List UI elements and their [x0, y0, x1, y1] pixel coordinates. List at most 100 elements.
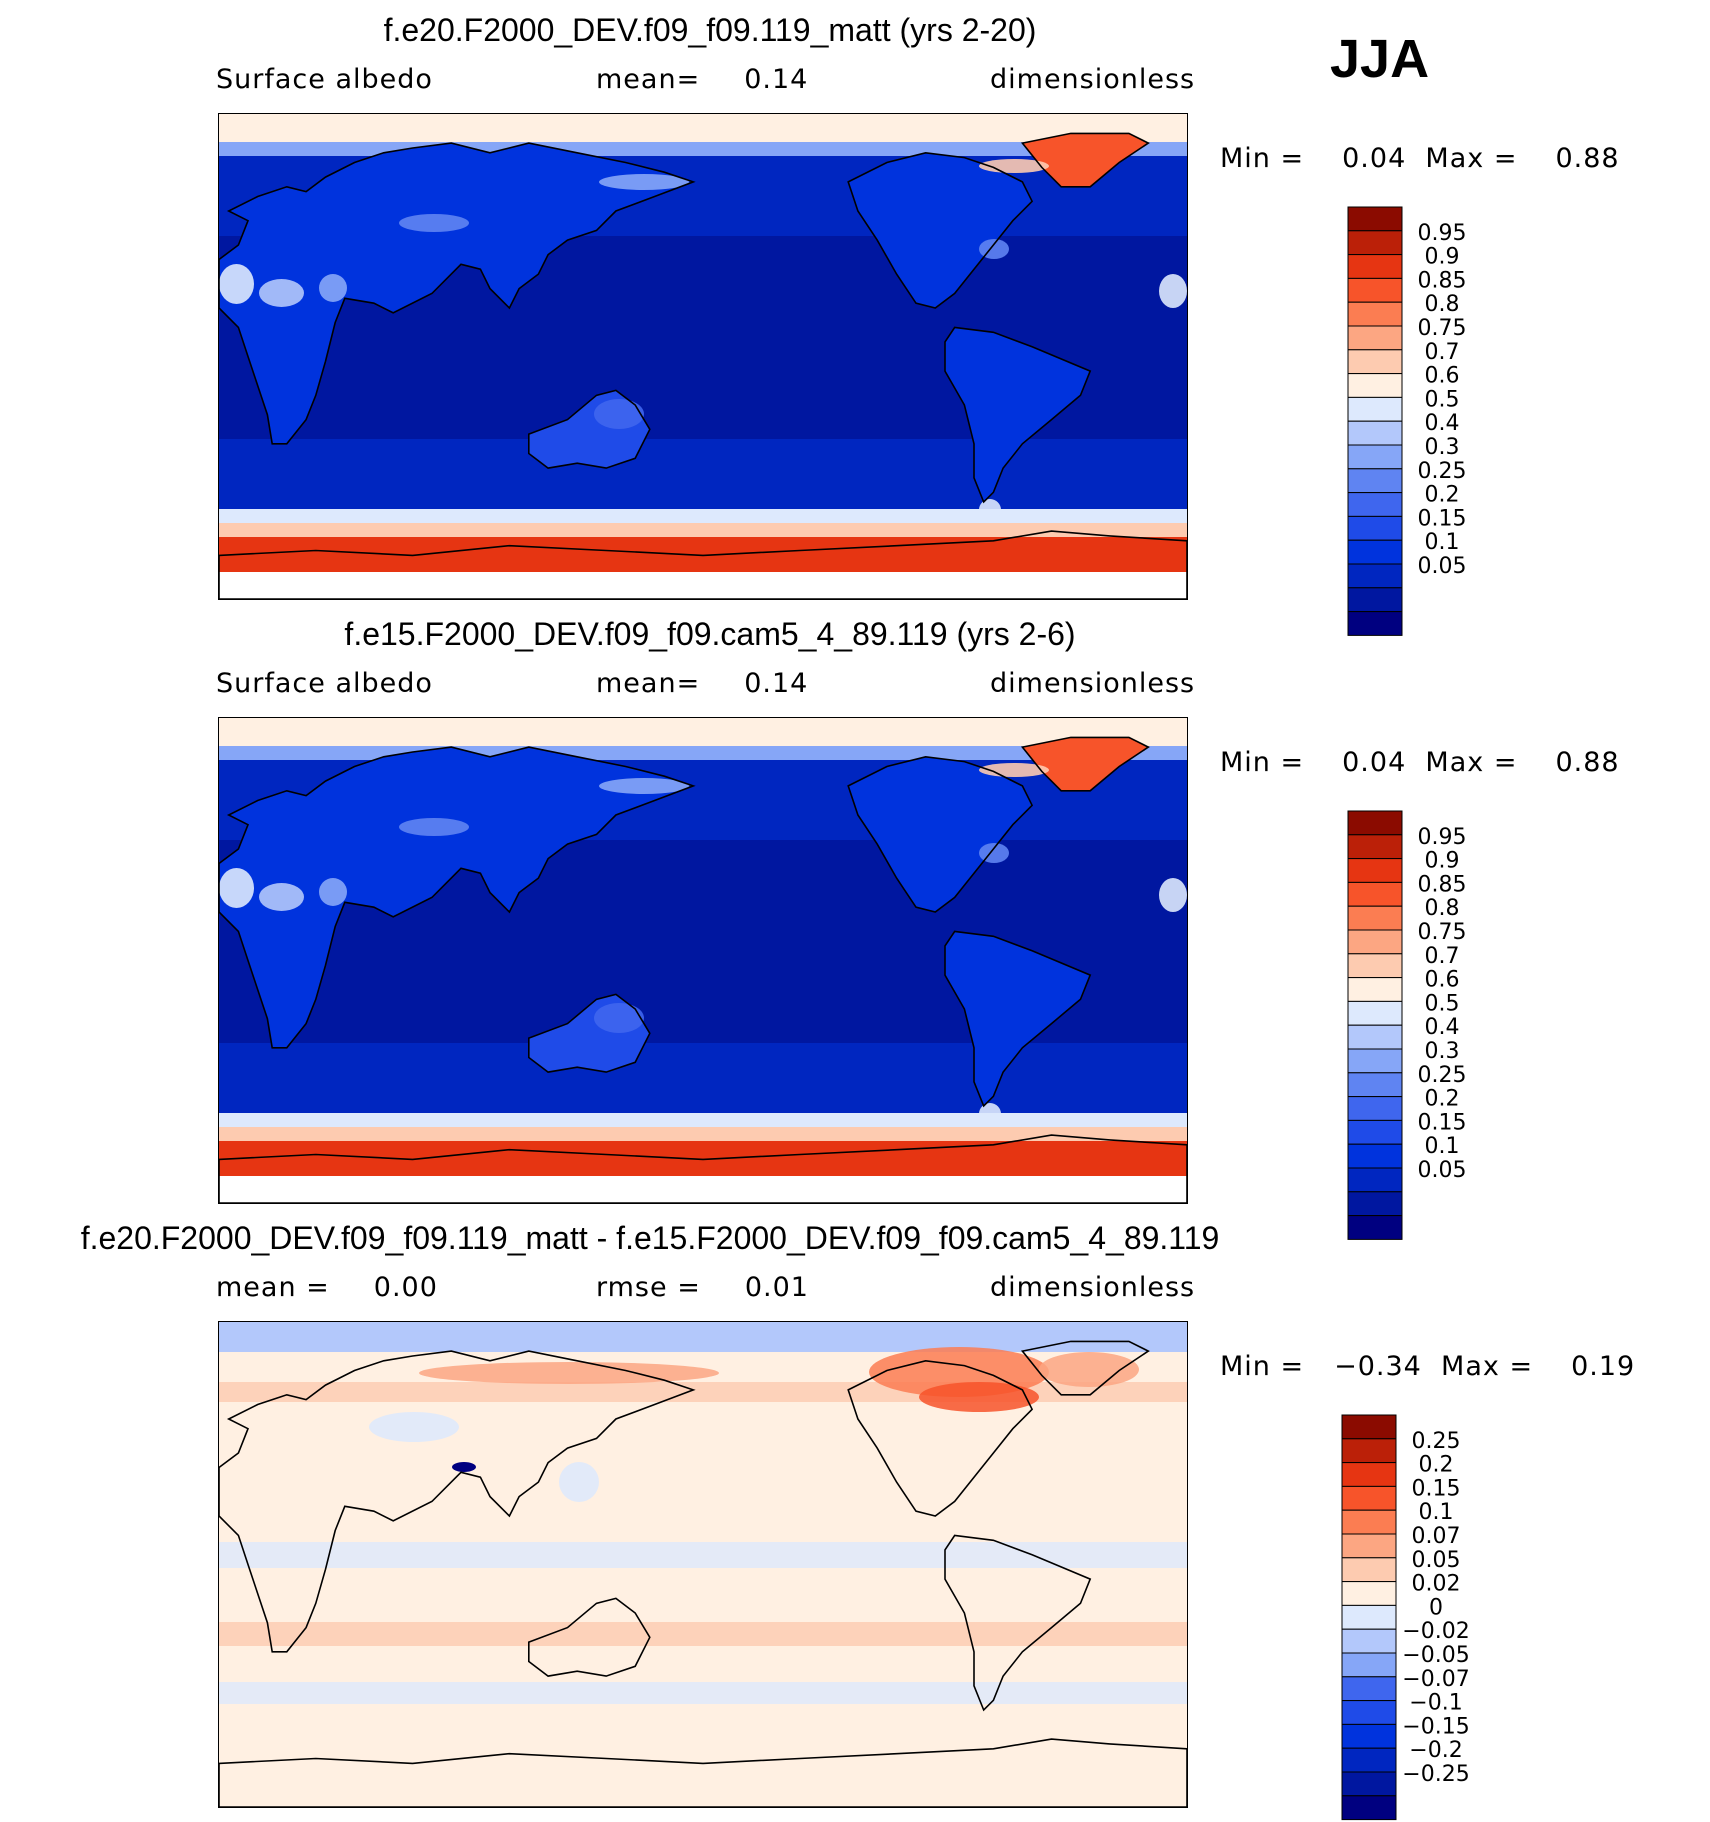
panel-3-colorbar-label: −0.05	[1402, 1643, 1469, 1668]
panel-2-colorbar-label: 0.2	[1425, 1087, 1460, 1112]
panel-2-land-patch	[219, 868, 254, 908]
panel-2-colorbar-swatch	[1347, 1215, 1403, 1240]
panel-1-colorbar-swatch	[1347, 563, 1403, 589]
panel-2-colorbar-swatch	[1347, 1119, 1403, 1145]
panel-2-colorbar-swatch	[1347, 1048, 1403, 1074]
panel-2-colorbar-swatch	[1347, 810, 1403, 836]
panel-1-antarctic-edge	[219, 509, 1187, 523]
panel-3-diff-band	[219, 1382, 1187, 1402]
panel-3-colorbar-label: 0.02	[1412, 1572, 1461, 1597]
panel-2-below-range	[219, 1176, 1187, 1203]
panel-1-colorbar-swatch	[1347, 349, 1403, 375]
panel-3-colorbar-swatch	[1341, 1747, 1397, 1773]
panel-3-colorbar-swatch	[1341, 1438, 1397, 1464]
panel-1-land-patch	[219, 264, 254, 304]
panel-2-land-patch	[599, 778, 689, 794]
panel-1-colorbar-swatch	[1347, 587, 1403, 613]
panel-2-colorbar-label: 0.25	[1418, 1063, 1467, 1088]
panel-3-colorbar-label: 0.15	[1412, 1476, 1461, 1501]
panel-3-colorbar-swatch	[1341, 1485, 1397, 1511]
panel-1-colorbar-label: 0.8	[1425, 292, 1460, 317]
panel-2-colorbar-label: 0.8	[1425, 896, 1460, 921]
panel-1-mean: mean= 0.14	[596, 64, 809, 95]
panel-3-colorbar-label: −0.07	[1402, 1667, 1469, 1692]
panel-3-colorbar-swatch	[1341, 1628, 1397, 1654]
panel-3-coastline-greenland	[1020, 1340, 1150, 1396]
panel-2-colorbar-swatch	[1347, 1191, 1403, 1217]
panel-2-southern-ocean	[219, 1043, 1187, 1113]
panel-1-colorbar-label: 0.4	[1425, 411, 1460, 436]
panel-1-colorbar-label: 0.85	[1418, 268, 1467, 293]
panel-3-diff-patch	[369, 1412, 459, 1442]
panel-2-land-patch	[259, 883, 304, 911]
panel-1-land-patch	[594, 399, 644, 429]
panel-2-coastline-samerica	[944, 930, 1092, 1108]
panel-1-land-samerica	[945, 327, 1091, 502]
panel-2-colorbar-swatch	[1347, 905, 1403, 931]
panel-2-colorbar-swatch	[1347, 881, 1403, 907]
panel-3-coastline-namerica	[847, 1359, 1034, 1517]
panel-3-colorbar-swatch	[1341, 1509, 1397, 1535]
panel-1-colorbar-label: 0.3	[1425, 435, 1460, 460]
panel-2-colorbar-swatch	[1347, 1072, 1403, 1098]
panel-2-colorbar-swatch	[1347, 1167, 1403, 1193]
panel-3-minmax: Min = −0.34 Max = 0.19	[1220, 1351, 1636, 1382]
panel-1-colorbar-label: 0.95	[1418, 221, 1467, 246]
panel-1-colorbar-swatch	[1347, 515, 1403, 541]
panel-2-colorbar-swatch	[1347, 953, 1403, 979]
panel-1-coastline-samerica	[944, 326, 1092, 504]
panel-2-land-patch	[979, 1103, 1001, 1125]
panel-2-land-eurafrica	[219, 747, 694, 1048]
panel-2-title: f.e15.F2000_DEV.f09_f09.cam5_4_89.119 (y…	[344, 616, 1076, 652]
panel-1-colorbar-swatch	[1347, 539, 1403, 565]
panel-1-units: dimensionless	[990, 64, 1196, 95]
panel-3-colorbar-label: −0.25	[1402, 1762, 1469, 1787]
panel-2-land-patch	[1159, 878, 1187, 912]
panel-3-colorbar-swatch	[1341, 1795, 1397, 1821]
panel-1-variable: Surface albedo	[216, 64, 433, 95]
panel-3-colorbar-swatch	[1341, 1557, 1397, 1583]
panel-1-land-patch	[1159, 274, 1187, 308]
panel-2-variable: Surface albedo	[216, 668, 433, 699]
panel-2-colorbar-label: 0.6	[1425, 968, 1460, 993]
panel-3-colorbar-swatch	[1341, 1676, 1397, 1702]
panel-2-colorbar-swatch	[1347, 929, 1403, 955]
panel-1-land-patch	[979, 499, 1001, 521]
panel-1-arctic-band	[219, 114, 1187, 142]
panel-1-minmax: Min = 0.04 Max = 0.88	[1220, 143, 1620, 174]
panel-3-diff-band	[219, 1542, 1187, 1568]
panel-1-land-greenland	[1022, 133, 1149, 187]
panel-2-map-svg	[219, 718, 1187, 1203]
panel-1-colorbar-label: 0.2	[1425, 483, 1460, 508]
panel-2-colorbar-label: 0.7	[1425, 944, 1460, 969]
panel-2-colorbar-label: 0.85	[1418, 872, 1467, 897]
panel-3-title: f.e20.F2000_DEV.f09_f09.119_matt - f.e15…	[80, 1220, 1220, 1256]
panel-3-map-svg	[219, 1322, 1187, 1807]
panel-2-antarctic-band	[219, 1127, 1187, 1141]
panel-1-colorbar-label: 0.6	[1425, 364, 1460, 389]
panel-1-colorbar-label: 0.7	[1425, 340, 1460, 365]
panel-2-colorbar-label: 0.95	[1418, 825, 1467, 850]
panel-1-colorbar-label: 0.05	[1418, 554, 1467, 579]
panel-3-colorbar-label: −0.15	[1402, 1714, 1469, 1739]
panel-3-coastline-eurafrica	[219, 1350, 696, 1653]
panel-3-colorbar-swatch	[1341, 1723, 1397, 1749]
panel-1-coastline-namerica	[847, 151, 1034, 309]
panel-2-colorbar-label: 0.3	[1425, 1039, 1460, 1064]
panel-3-colorbar-swatch	[1341, 1533, 1397, 1559]
panel-3-diff-patch	[419, 1362, 719, 1384]
panel-2-colorbar-label: 0.75	[1418, 920, 1467, 945]
panel-1-colorbar-swatch	[1347, 277, 1403, 303]
panel-1-colorbar-label: 0.25	[1418, 459, 1467, 484]
panel-1-title: f.e20.F2000_DEV.f09_f09.119_matt (yrs 2-…	[383, 12, 1037, 48]
panel-2-colorbar-label: 0.15	[1418, 1110, 1467, 1135]
panel-3-colorbar-label: 0.05	[1412, 1548, 1461, 1573]
panel-1-colorbar-label: 0.9	[1425, 245, 1460, 270]
panel-3-colorbar-label: 0.2	[1419, 1453, 1454, 1478]
panel-3-colorbar-svg: 0.250.20.150.10.070.050.020−0.02−0.05−0.…	[1341, 1414, 1470, 1821]
panel-1-colorbar-swatch	[1347, 396, 1403, 422]
panel-1-colorbar-swatch	[1347, 254, 1403, 279]
panel-2-land-patch	[594, 1003, 644, 1033]
panel-1-land-eurafrica	[219, 143, 694, 444]
panel-2-colorbar-swatch	[1347, 977, 1403, 1002]
